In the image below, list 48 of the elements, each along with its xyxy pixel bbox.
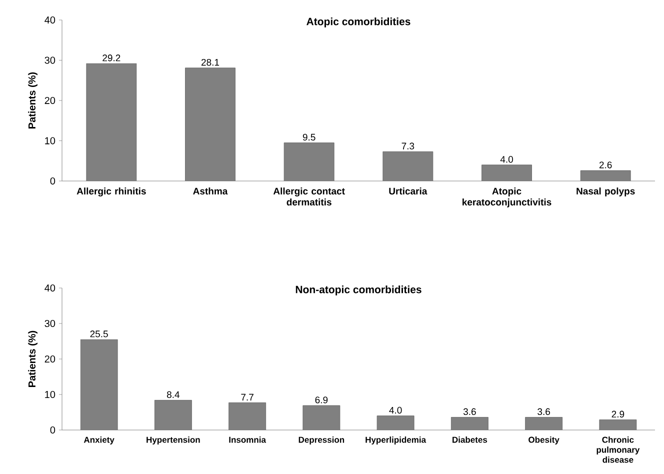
data-label: 4.0	[389, 406, 402, 414]
x-tick-label: Allergic rhinitis	[76, 188, 146, 196]
data-label: 7.3	[402, 142, 414, 150]
x-tick-label: Atopic keratoconjunctivitis	[462, 188, 552, 208]
y-tick-label: 10	[45, 390, 56, 398]
x-tick-label: Diabetes	[452, 436, 488, 443]
x-tick-label: Hyperlipidemia	[366, 436, 426, 444]
y-tick-label: 0	[50, 426, 56, 434]
chart-title: Non-atopic comorbidities	[296, 286, 422, 296]
y-tick-label: 20	[44, 355, 56, 363]
data-label: 28.1	[201, 58, 220, 66]
x-tick-label: Urticaria	[389, 188, 428, 195]
bar	[382, 151, 434, 181]
data-label: 3.6	[538, 408, 550, 416]
x-tick-label: Hypertension	[146, 436, 200, 444]
x-tick-label: Anxiety	[84, 436, 114, 444]
data-label: 8.4	[166, 391, 180, 398]
x-tick-label: Allergic contact dermatitis	[273, 188, 345, 206]
x-tick-label: Asthma	[193, 188, 228, 195]
bar	[580, 170, 631, 181]
chart-title: Atopic comorbidities	[306, 18, 410, 28]
data-label: 6.9	[315, 396, 328, 404]
y-tick-label: 40	[44, 16, 56, 24]
data-label: 25.5	[90, 330, 108, 338]
y-tick-label: 0	[50, 177, 56, 185]
x-tick-label: Chronic pulmonary disease	[596, 436, 640, 463]
y-tick-label: 30	[44, 56, 56, 64]
data-label: 7.7	[241, 394, 254, 400]
y-tick-label: 20	[44, 96, 56, 104]
data-label: 4.0	[500, 156, 513, 163]
y-tick-label: 40	[44, 284, 56, 292]
x-tick-label: Insomnia	[229, 436, 266, 443]
bar	[284, 142, 334, 181]
data-label: 2.9	[612, 410, 624, 418]
bar	[86, 63, 137, 181]
y-axis-title: Patients (%)	[28, 330, 38, 387]
y-tick-label: 30	[44, 320, 56, 328]
data-label: 3.6	[463, 408, 476, 416]
data-label: 29.2	[102, 54, 120, 62]
x-tick-label: Obesity	[528, 436, 560, 444]
bar	[185, 68, 236, 181]
x-tick-label: Depression	[298, 436, 344, 444]
x-tick-label: Nasal polyps	[576, 188, 635, 196]
data-label: 9.5	[302, 134, 316, 141]
y-axis-title: Patients (%)	[28, 72, 38, 128]
data-label: 2.6	[599, 162, 612, 168]
bar	[482, 164, 532, 181]
y-tick-label: 10	[45, 137, 56, 144]
